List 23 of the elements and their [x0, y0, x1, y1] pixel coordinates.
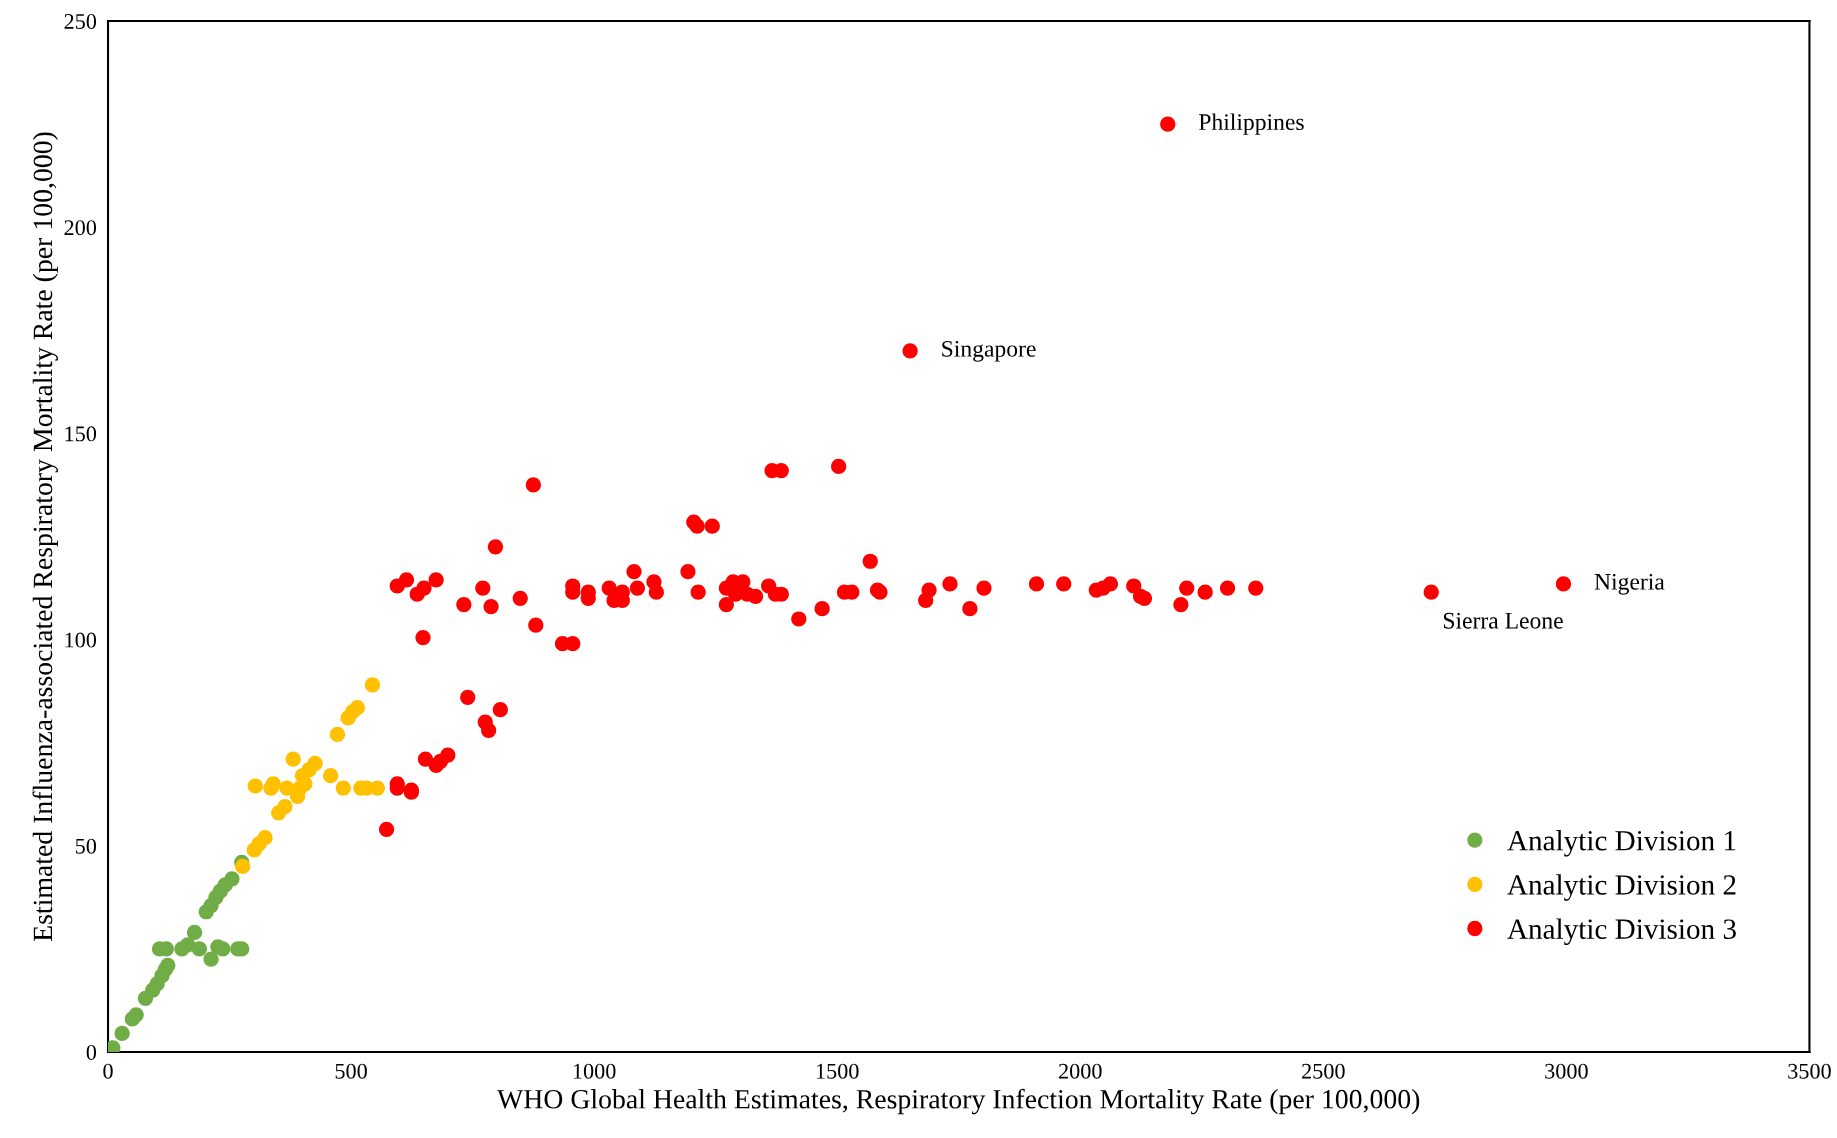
y-tick-label: 50: [75, 838, 97, 854]
x-tick-label: 0: [103, 1063, 113, 1079]
x-tick-label: 3500: [1788, 1063, 1831, 1079]
legend-label: Analytic Division 2: [1507, 874, 1736, 901]
annotation: Singapore: [942, 340, 1036, 362]
x-tick-label: 2500: [1302, 1063, 1345, 1079]
y-axis-title: Estimated Influenza-associated Respiratory Mortality Rate (per 100,000): [32, 132, 59, 942]
x-tick-label: 500: [335, 1063, 367, 1079]
y-tick-label: 250: [64, 13, 97, 29]
annotation: Nigeria: [1594, 573, 1665, 595]
x-tick-label: 1500: [816, 1063, 859, 1079]
y-tick-label: 100: [65, 632, 97, 648]
legend-label: Analytic Division 1: [1507, 830, 1736, 857]
y-tick-label: 200: [64, 220, 97, 236]
x-tick-label: 2000: [1059, 1063, 1102, 1079]
x-tick-label: 1000: [573, 1063, 616, 1079]
y-tick-label: 150: [65, 426, 97, 442]
annotation: Sierra Leone: [1443, 612, 1563, 629]
annotation: Philippines: [1199, 113, 1304, 135]
x-axis-title: WHO Global Health Estimates, Respiratory Infection Mortality Rate (per 100,000): [497, 1088, 1420, 1115]
x-tick-label: 3000: [1545, 1063, 1588, 1079]
y-tick-label: 0: [86, 1044, 97, 1060]
legend-label: Analytic Division 3: [1507, 918, 1736, 945]
